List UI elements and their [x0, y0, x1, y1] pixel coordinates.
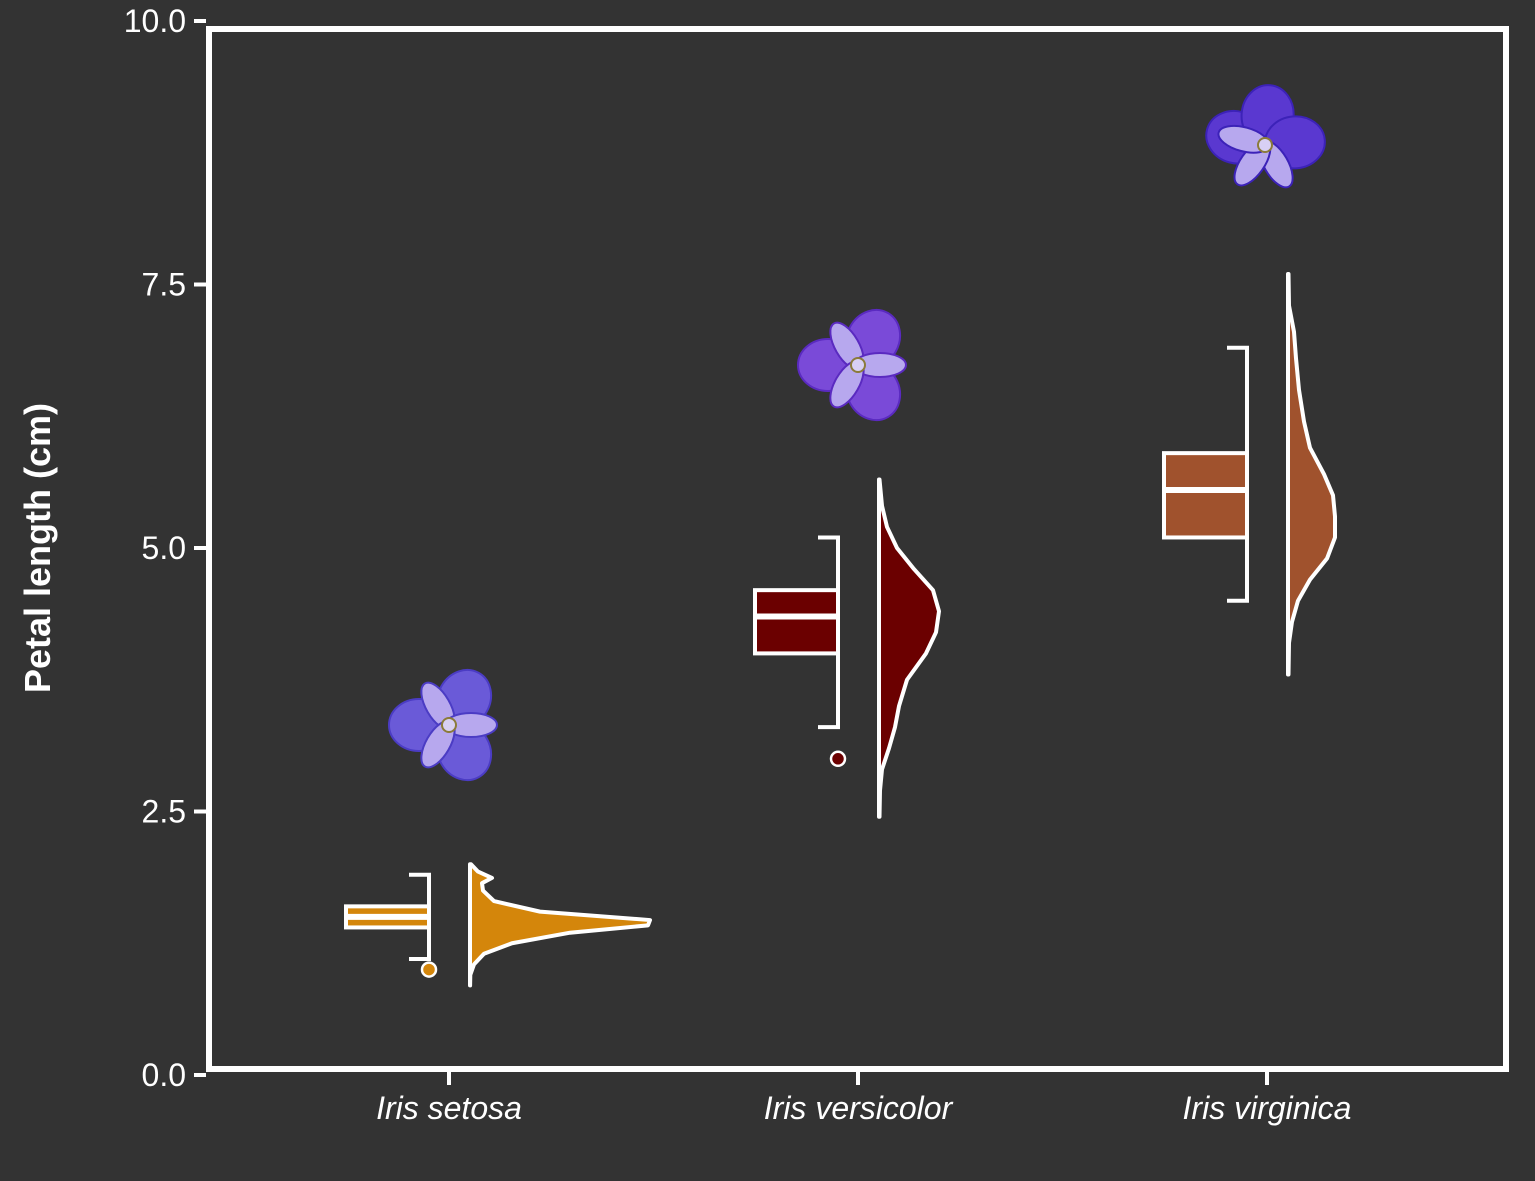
y-axis: 0.0 2.5 5.0 7.5 10.0: [124, 3, 206, 1093]
plot-panel-border: [206, 26, 1509, 1072]
raincloud-group-1: [344, 862, 652, 988]
x-axis: Iris setosa Iris versicolor Iris virginica: [376, 1072, 1351, 1126]
raincloud-group-3: [1162, 271, 1337, 677]
box-iqr: [1162, 451, 1249, 540]
y-tick-label: 10.0: [124, 3, 186, 39]
outlier-point: [829, 750, 847, 768]
x-tick-label: Iris setosa: [376, 1090, 522, 1126]
plot-area: [344, 84, 1337, 988]
density-half-violin: [1286, 271, 1337, 677]
y-tick-label: 0.0: [142, 1057, 186, 1093]
box-iqr: [753, 588, 840, 656]
flower-center: [441, 717, 457, 733]
raincloud-group-2: [753, 477, 941, 819]
x-tick-label: Iris virginica: [1183, 1090, 1352, 1126]
y-axis-title: Petal length (cm): [17, 403, 58, 693]
y-tick-label: 5.0: [142, 530, 186, 566]
iris-setosa-flower-icon: [388, 668, 498, 782]
flower-center: [850, 357, 866, 373]
x-tick-label: Iris versicolor: [764, 1090, 954, 1126]
iris-virginica-flower-icon: [1205, 84, 1326, 189]
iris-versicolor-flower-icon: [797, 308, 907, 422]
y-tick-label: 7.5: [142, 267, 186, 303]
outlier-point: [420, 961, 438, 978]
flower-center: [1257, 137, 1273, 153]
y-tick-label: 2.5: [142, 794, 186, 830]
density-half-violin: [468, 862, 652, 988]
density-half-violin: [877, 477, 941, 819]
